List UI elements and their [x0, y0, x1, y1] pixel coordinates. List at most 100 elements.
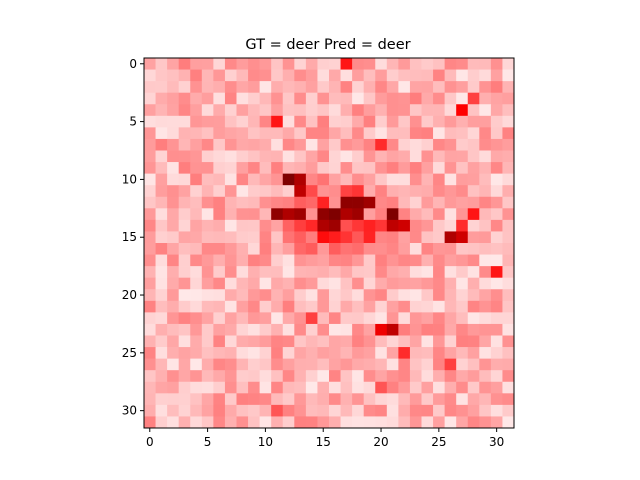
heatmap-cell	[375, 370, 388, 383]
heatmap-cell	[213, 219, 226, 232]
heatmap-cell	[479, 115, 492, 128]
heatmap-cell	[421, 69, 434, 82]
heatmap-cell	[444, 347, 457, 359]
heatmap-cell	[329, 381, 341, 394]
heatmap-cell	[490, 138, 503, 151]
heatmap-cell	[224, 243, 237, 255]
heatmap-cell	[144, 81, 156, 94]
heatmap-cell	[305, 115, 318, 128]
heatmap-cell	[213, 289, 226, 302]
heatmap-cell	[248, 277, 260, 290]
heatmap-cell	[167, 347, 180, 359]
heatmap-cell	[144, 104, 156, 117]
heatmap-cell	[375, 58, 388, 70]
heatmap-cell	[363, 185, 376, 198]
heatmap-cell	[178, 185, 191, 198]
heatmap-cell	[421, 219, 434, 232]
heatmap-cell	[490, 347, 503, 359]
heatmap-cell	[375, 312, 388, 325]
heatmap-cell	[213, 347, 226, 359]
heatmap-cell	[144, 138, 156, 151]
heatmap-cell	[305, 404, 318, 417]
heatmap-cell	[213, 266, 226, 279]
heatmap-cell	[190, 266, 203, 279]
heatmap-cell	[224, 138, 237, 151]
heatmap-cell	[190, 323, 203, 336]
heatmap-cell	[224, 104, 237, 117]
heatmap-cell	[317, 254, 330, 267]
heatmap-cell	[479, 219, 492, 232]
heatmap-cell	[178, 208, 191, 221]
heatmap-cell	[271, 185, 284, 198]
heatmap-cell	[317, 208, 330, 221]
heatmap-cell	[259, 416, 272, 429]
heatmap-cell	[190, 289, 203, 302]
heatmap-cell	[271, 243, 284, 255]
heatmap-cell	[386, 138, 399, 151]
heatmap-cell	[201, 92, 214, 105]
heatmap-cell	[444, 312, 457, 325]
heatmap-cell	[144, 300, 156, 313]
heatmap-cell	[201, 381, 214, 394]
heatmap-cell	[201, 254, 214, 267]
heatmap-cell	[282, 381, 295, 394]
heatmap-cell	[433, 92, 445, 105]
heatmap-cell	[409, 381, 422, 394]
heatmap-cell	[167, 150, 180, 163]
heatmap-cell	[236, 150, 249, 163]
heatmap-cell	[444, 381, 457, 394]
heatmap-cell	[317, 370, 330, 383]
heatmap-cell	[155, 208, 168, 221]
heatmap-cell	[479, 393, 492, 406]
heatmap-cell	[490, 254, 503, 267]
heatmap-cell	[213, 416, 226, 429]
heatmap-cell	[502, 370, 515, 383]
heatmap-cell	[479, 231, 492, 244]
heatmap-cell	[456, 173, 469, 186]
heatmap-cell	[363, 173, 376, 186]
heatmap-cell	[398, 323, 411, 336]
heatmap-cell	[398, 196, 411, 209]
heatmap-cell	[433, 289, 445, 302]
heatmap-cell	[259, 162, 272, 174]
heatmap-cell	[479, 416, 492, 429]
heatmap-cell	[363, 266, 376, 279]
heatmap-cell	[502, 150, 515, 163]
heatmap-cell	[375, 393, 388, 406]
heatmap-cell	[213, 335, 226, 348]
heatmap-cell	[190, 231, 203, 244]
heatmap-cell	[352, 81, 365, 94]
heatmap-cell	[144, 231, 156, 244]
heatmap-cell	[479, 138, 492, 151]
heatmap-cell	[375, 173, 388, 186]
heatmap-cell	[433, 219, 445, 232]
heatmap-cell	[409, 58, 422, 70]
heatmap-cell	[224, 254, 237, 267]
heatmap-cell	[375, 266, 388, 279]
heatmap-cell	[305, 150, 318, 163]
heatmap-cell	[433, 185, 445, 198]
heatmap-cell	[178, 150, 191, 163]
heatmap-cell	[201, 58, 214, 70]
heatmap-cell	[190, 370, 203, 383]
heatmap-cell	[433, 104, 445, 117]
heatmap-cell	[433, 69, 445, 82]
heatmap-cell	[409, 173, 422, 186]
heatmap-cell	[213, 92, 226, 105]
heatmap-cell	[167, 231, 180, 244]
heatmap-cell	[433, 358, 445, 371]
heatmap-cell	[167, 208, 180, 221]
heatmap-cell	[236, 393, 249, 406]
heatmap-cell	[317, 92, 330, 105]
heatmap-cell	[317, 58, 330, 70]
heatmap-cell	[282, 81, 295, 94]
heatmap-cell	[167, 370, 180, 383]
heatmap-cell	[213, 393, 226, 406]
x-tick-label: 20	[373, 435, 388, 449]
heatmap-cell	[433, 58, 445, 70]
heatmap-cell	[294, 185, 307, 198]
heatmap-cell	[224, 358, 237, 371]
heatmap-cell	[502, 219, 515, 232]
heatmap-cell	[201, 323, 214, 336]
heatmap-cell	[201, 289, 214, 302]
